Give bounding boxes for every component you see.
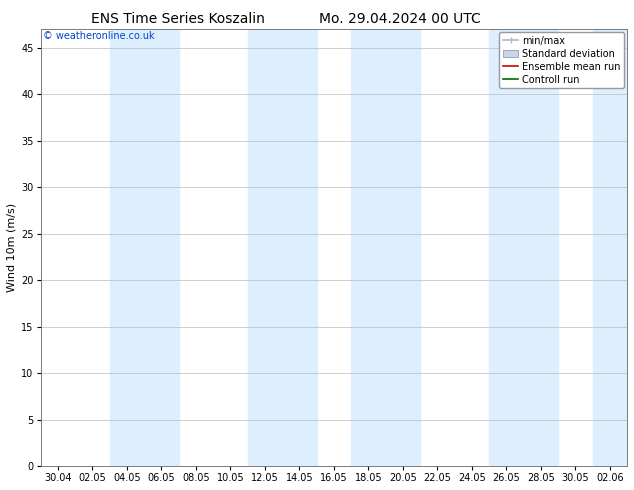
Y-axis label: Wind 10m (m/s): Wind 10m (m/s) [7, 203, 17, 292]
Bar [247, 29, 316, 466]
Bar [351, 29, 420, 466]
Text: ENS Time Series Koszalin: ENS Time Series Koszalin [91, 12, 264, 26]
Legend: min/max, Standard deviation, Ensemble mean run, Controll run: min/max, Standard deviation, Ensemble me… [500, 32, 624, 88]
Bar [489, 29, 558, 466]
Text: Mo. 29.04.2024 00 UTC: Mo. 29.04.2024 00 UTC [318, 12, 481, 26]
Text: © weatheronline.co.uk: © weatheronline.co.uk [44, 31, 155, 41]
Bar [110, 29, 179, 466]
Bar [593, 29, 634, 466]
